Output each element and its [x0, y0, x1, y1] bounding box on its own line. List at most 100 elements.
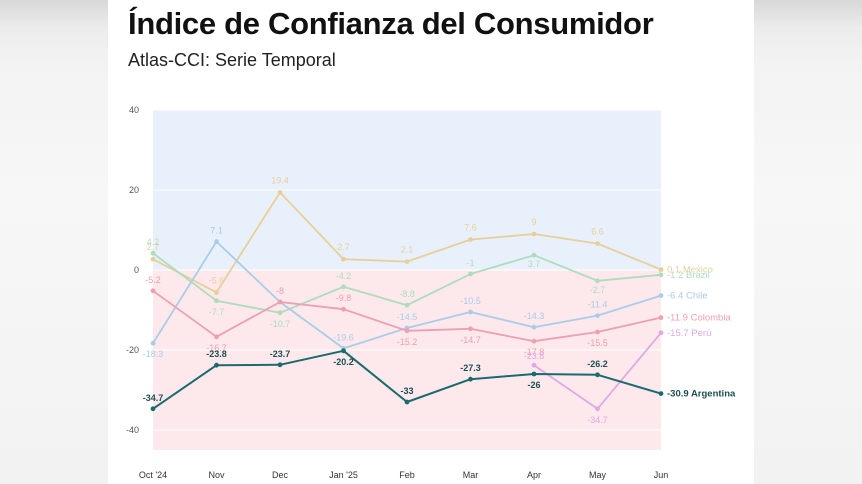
data-point — [468, 326, 473, 332]
data-label: -23.8 — [524, 351, 545, 361]
x-tick-label: Apr — [527, 470, 541, 480]
chart-card: 40 20 0 -20 -40 Oct '24 Nov Dec Jan '25 Feb Mar Apr… — [108, 0, 754, 484]
data-point — [277, 362, 283, 368]
data-point — [150, 340, 156, 346]
x-tick-label: Oct '24 — [139, 470, 167, 480]
data-point — [404, 259, 410, 264]
data-label: -10.5 — [460, 296, 481, 306]
data-point — [404, 399, 410, 405]
data-point — [150, 256, 156, 262]
data-label: -33 — [400, 386, 413, 396]
data-label: 2.1 — [401, 245, 414, 255]
data-label: -7.7 — [209, 307, 225, 317]
data-label: 7.1 — [210, 226, 223, 236]
data-point — [658, 267, 664, 272]
data-label: -16.7 — [206, 343, 227, 353]
data-point — [468, 376, 473, 382]
negative-band — [153, 270, 661, 450]
series-end-label: -11.9 Colombia — [667, 313, 731, 324]
x-tick-label: Jun — [654, 470, 669, 480]
data-point — [341, 348, 346, 354]
data-point — [150, 250, 156, 256]
data-point — [341, 284, 346, 290]
data-label: -14.5 — [397, 312, 418, 322]
data-label: 6.6 — [591, 227, 604, 237]
data-point — [277, 190, 283, 195]
data-point — [150, 288, 156, 294]
data-point — [658, 272, 664, 278]
x-tick-label: Feb — [399, 470, 415, 480]
data-label: -23.8 — [206, 349, 227, 359]
data-point — [531, 371, 537, 377]
data-label: -11.4 — [588, 300, 608, 310]
data-label: -9.8 — [336, 293, 352, 303]
data-label: -27.3 — [460, 363, 481, 373]
series-end-label: 0.1 Mexico — [667, 265, 713, 276]
data-point — [150, 406, 156, 412]
data-label: -10.7 — [270, 319, 291, 329]
data-point — [531, 231, 537, 237]
x-tick-label: Mar — [463, 470, 479, 480]
data-point — [468, 309, 473, 315]
data-point — [595, 329, 600, 335]
x-tick-label: Nov — [208, 470, 225, 480]
data-label: 2.7 — [337, 242, 350, 252]
y-tick-label: 40 — [129, 105, 139, 115]
data-label: -4.2 — [336, 271, 352, 281]
data-point — [595, 241, 600, 247]
x-tick-label: Dec — [272, 470, 289, 480]
x-tick-label: Jan '25 — [329, 470, 358, 480]
data-point — [341, 256, 346, 262]
series-end-label: -6.4 Chile — [667, 291, 708, 302]
y-tick-label: -40 — [126, 425, 139, 435]
data-point — [214, 290, 219, 295]
x-tick-label: May — [589, 470, 607, 480]
data-label: -23.7 — [270, 349, 291, 359]
data-point — [214, 298, 219, 304]
data-label: -34.7 — [143, 393, 164, 403]
data-label: -15.2 — [397, 337, 418, 347]
data-point — [468, 271, 473, 277]
series-end-label: -1.2 Brazil — [667, 270, 710, 281]
data-point — [595, 372, 600, 378]
data-point — [468, 237, 473, 243]
data-label: -14.3 — [524, 311, 545, 321]
data-point — [214, 239, 219, 245]
data-label: -14.7 — [460, 335, 481, 345]
data-point — [658, 391, 664, 396]
data-label: 19.4 — [271, 175, 289, 185]
data-point — [658, 330, 664, 336]
data-label: -17.8 — [524, 347, 545, 357]
data-point — [277, 310, 283, 316]
chart-title: Índice de Confianza del Consumidor — [128, 6, 654, 41]
y-tick-label: 0 — [134, 265, 139, 275]
data-point — [277, 299, 283, 305]
data-label: 2.7 — [147, 242, 160, 252]
chart-subtitle: Atlas-CCI: Serie Temporal — [128, 50, 336, 70]
data-point — [214, 334, 219, 340]
chart-svg: 40 20 0 -20 -40 Oct '24 Nov Dec Jan '25 Feb Mar Apr… — [126, 105, 736, 480]
y-tick-label: -20 — [126, 345, 139, 355]
data-point — [404, 302, 410, 308]
data-label: -34.7 — [587, 415, 608, 425]
series-end-label: -15.7 Perú — [667, 328, 711, 339]
data-point — [341, 306, 346, 312]
data-point — [531, 252, 537, 258]
data-label: 7.6 — [464, 223, 477, 233]
data-label: -19.6 — [333, 332, 354, 342]
data-point — [595, 313, 600, 318]
data-label: -26 — [527, 380, 540, 390]
data-label: -5.6 — [209, 275, 225, 285]
data-point — [531, 338, 537, 344]
data-point — [595, 278, 600, 284]
data-label: -5.2 — [145, 275, 161, 285]
background-blur-right — [752, 0, 862, 484]
data-label: -8.8 — [399, 289, 415, 299]
data-label: 9 — [531, 217, 536, 227]
data-label: -2.7 — [590, 285, 606, 295]
data-point — [531, 324, 537, 330]
background-blur-left — [0, 0, 108, 484]
data-label: -26.2 — [587, 359, 608, 369]
data-point — [404, 328, 410, 334]
data-label: -1 — [466, 258, 474, 268]
